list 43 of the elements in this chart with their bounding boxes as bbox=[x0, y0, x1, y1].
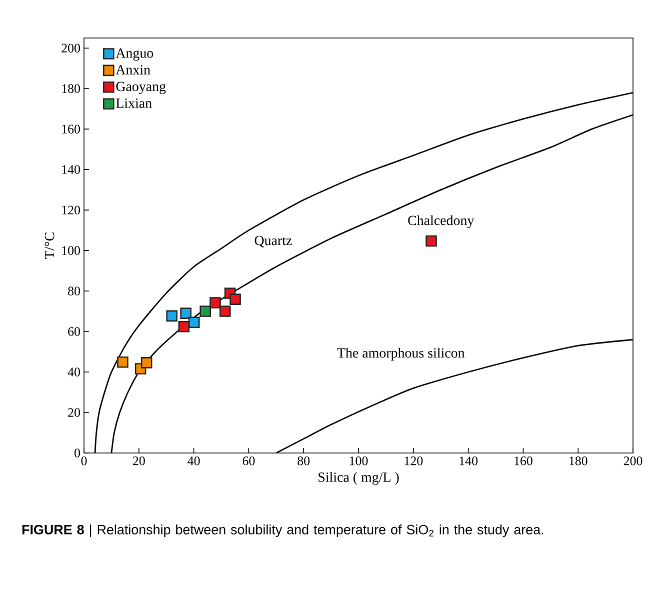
y-tick-label: 140 bbox=[62, 165, 80, 174]
point bbox=[166, 310, 178, 322]
y-tick-label: 120 bbox=[62, 206, 80, 214]
legend-label: Anguo bbox=[116, 48, 154, 61]
y-axis-title: T/°C bbox=[44, 232, 54, 259]
y-tick-label: 200 bbox=[62, 44, 80, 52]
x-tick-label: 160 bbox=[514, 456, 532, 466]
series-label: The amorphous silicon bbox=[337, 348, 465, 360]
point bbox=[178, 321, 190, 332]
point bbox=[200, 306, 211, 317]
point bbox=[210, 297, 221, 308]
point bbox=[219, 306, 231, 317]
y-tick-label: 20 bbox=[68, 408, 80, 417]
point bbox=[140, 357, 152, 368]
x-tick-label: 200 bbox=[624, 456, 642, 466]
y-tick-label: 160 bbox=[62, 124, 80, 134]
y-tick-label: 60 bbox=[68, 327, 80, 336]
series-label: Chalcedony bbox=[408, 215, 474, 228]
x-tick-label: 180 bbox=[570, 456, 588, 466]
legend-label: Gaoyang bbox=[116, 82, 166, 94]
legend-label: Lixian bbox=[116, 98, 152, 108]
y-tick-label: 40 bbox=[68, 368, 80, 376]
point bbox=[426, 235, 437, 247]
x-tick-label: 120 bbox=[404, 456, 423, 466]
point bbox=[230, 294, 241, 305]
point bbox=[117, 356, 128, 368]
y-tick-label: 100 bbox=[62, 246, 80, 255]
x-tick-label: 0 bbox=[81, 456, 87, 466]
x-axis-title: Silica ( mg/L ) bbox=[318, 472, 399, 485]
x-tick-label: 140 bbox=[460, 456, 478, 466]
series-label: Quartz bbox=[254, 236, 292, 248]
y-tick-label: 80 bbox=[68, 286, 80, 296]
x-tick-label: 80 bbox=[298, 456, 310, 466]
point bbox=[188, 316, 200, 328]
y-tick-label: 180 bbox=[62, 84, 80, 93]
legend-label: Anxin bbox=[116, 65, 150, 74]
text: FIGURE 8 | Relationship between solubility and temperature of SiO$_{2}$ in the study area. bbox=[22, 524, 544, 538]
y-tick-label: 0 bbox=[74, 448, 80, 458]
x-tick-label: 40 bbox=[188, 456, 200, 466]
x-tick-label: 20 bbox=[132, 456, 145, 466]
x-tick-label: 100 bbox=[350, 456, 368, 466]
point bbox=[180, 308, 192, 319]
x-tick-label: 60 bbox=[242, 456, 255, 466]
